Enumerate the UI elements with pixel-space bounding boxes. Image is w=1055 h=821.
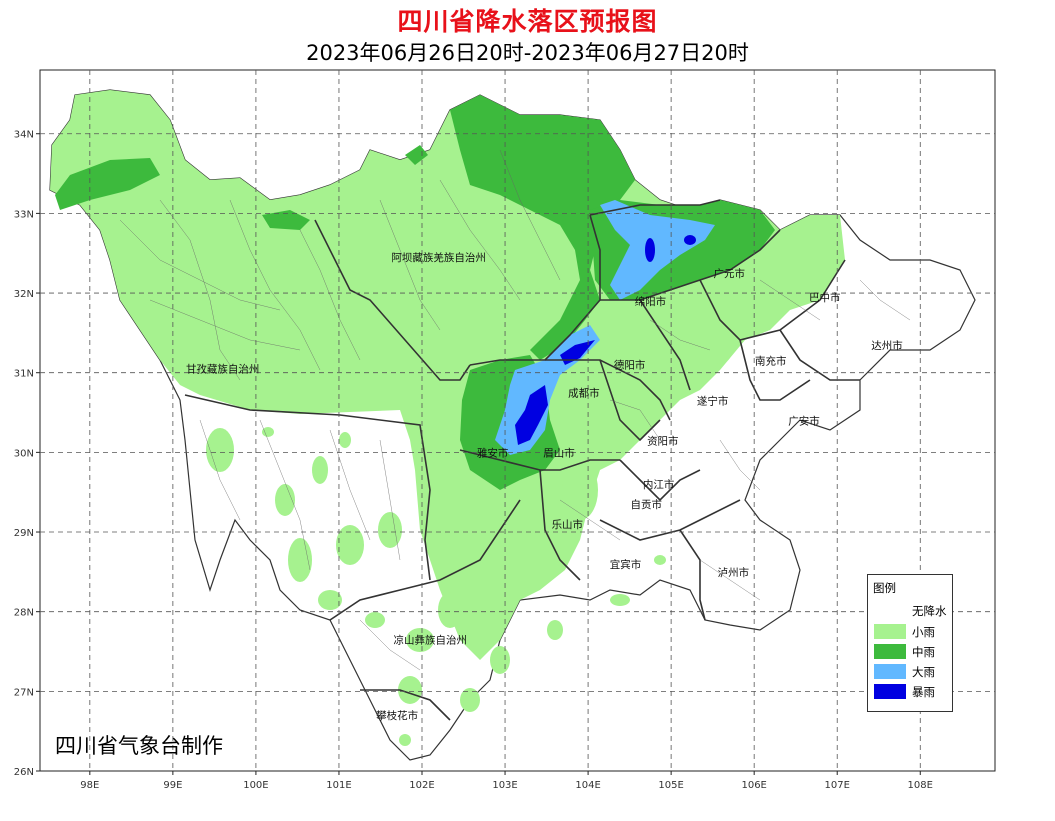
region-label: 巴中市 (809, 291, 841, 304)
legend-swatch (874, 684, 906, 699)
longitude-label: 107E (825, 780, 850, 791)
longitude-label: 103E (492, 780, 517, 791)
legend-swatch (874, 624, 906, 639)
region-label: 内江市 (643, 478, 675, 491)
latitude-label: 33N (14, 209, 34, 220)
region-label: 成都市 (568, 387, 600, 400)
longitude-labels: 98E 99E 100E 101E 102E 103E 104E 105E 106E 107E 10… (80, 771, 933, 791)
region-label: 雅安市 (477, 446, 509, 459)
prefecture-boundaries (184, 199, 860, 721)
legend-label: 大雨 (912, 665, 935, 679)
legend-swatch (874, 603, 906, 618)
region-label: 绵阳市 (635, 295, 667, 308)
legend-item-light-rain: 小雨 (874, 623, 950, 640)
legend-label: 小雨 (912, 625, 935, 639)
longitude-label: 108E (908, 780, 933, 791)
latitude-label: 30N (14, 448, 34, 459)
county-boundaries (119, 149, 911, 671)
legend-label: 暴雨 (912, 685, 935, 699)
legend-swatch (874, 664, 906, 679)
longitude-label: 106E (741, 780, 766, 791)
rainstorm-areas (515, 235, 696, 445)
region-label: 眉山市 (543, 446, 575, 459)
region-label: 资阳市 (647, 434, 679, 447)
region-label: 遂宁市 (697, 395, 729, 408)
latitude-labels: 34N 33N 32N 31N 30N 29N 28N 27N 26N (14, 130, 40, 778)
region-label: 攀枝花市 (376, 709, 418, 722)
latitude-label: 28N (14, 608, 34, 619)
map-frame (39, 69, 996, 772)
region-label: 凉山彝族自治州 (394, 634, 468, 647)
light-rain-patches (206, 279, 828, 746)
region-label: 自贡市 (630, 498, 662, 511)
longitude-label: 104E (575, 780, 600, 791)
legend-title: 图例 (873, 581, 896, 595)
region-label: 德阳市 (614, 359, 646, 372)
region-label: 广元市 (714, 267, 746, 280)
region-label: 广安市 (788, 414, 820, 427)
latitude-label: 27N (14, 687, 34, 698)
longitude-label: 98E (80, 780, 99, 791)
region-label: 宜宾市 (610, 558, 642, 571)
legend-label: 中雨 (912, 645, 935, 659)
region-label: 乐山市 (552, 518, 584, 531)
longitude-label: 101E (326, 780, 351, 791)
longitude-label: 100E (243, 780, 268, 791)
longitude-label: 99E (163, 780, 182, 791)
legend-item-moderate-rain: 中雨 (874, 643, 950, 660)
forecast-period: 2023年06月26日20时-2023年06月27日20时 (306, 41, 749, 65)
longitude-label: 102E (409, 780, 434, 791)
credit-text: 四川省气象台制作 (55, 734, 223, 758)
region-label: 达州市 (871, 339, 903, 352)
longitude-label: 105E (658, 780, 683, 791)
legend-item-rainstorm: 暴雨 (874, 683, 950, 700)
legend-item-none: 无降水 (874, 602, 950, 619)
legend-label: 无降水 (912, 604, 947, 618)
legend-item-heavy-rain: 大雨 (874, 663, 950, 680)
graticule (40, 70, 995, 771)
region-label: 阿坝藏族羌族自治州 (391, 251, 486, 264)
region-label: 南充市 (755, 355, 787, 368)
latitude-label: 34N (14, 130, 34, 141)
latitude-label: 29N (14, 528, 34, 539)
latitude-label: 31N (14, 369, 34, 380)
legend: 图例 无降水 小雨 中雨 大雨 暴雨 (867, 574, 953, 712)
latitude-label: 26N (14, 767, 34, 778)
legend-swatch (874, 644, 906, 659)
map-title: 四川省降水落区预报图 (397, 7, 658, 36)
latitude-label: 32N (14, 289, 34, 300)
region-label: 甘孜藏族自治州 (186, 363, 260, 376)
region-label: 泸州市 (718, 566, 750, 579)
